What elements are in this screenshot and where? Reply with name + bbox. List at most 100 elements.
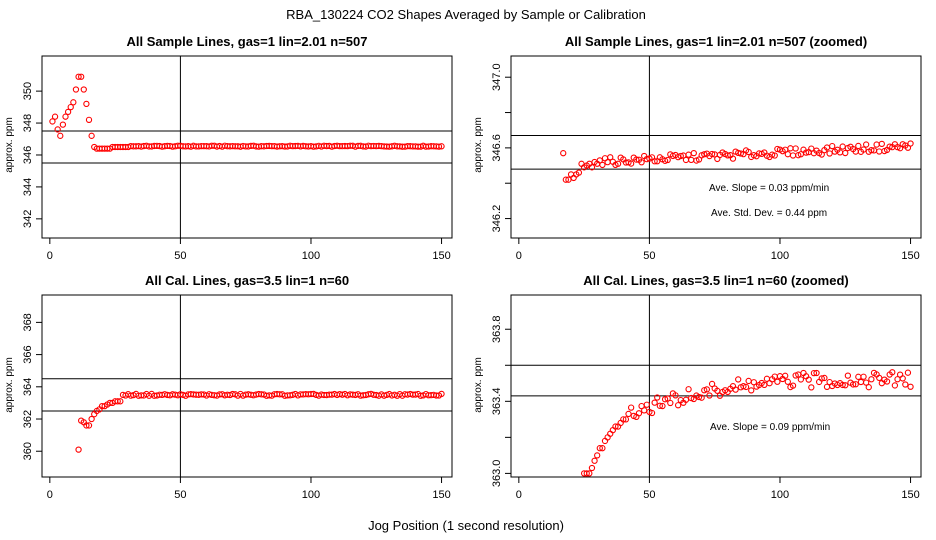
data-point	[583, 470, 590, 477]
data-point	[742, 383, 750, 391]
plot-frame	[510, 55, 922, 239]
y-tick-label: 346	[22, 146, 34, 164]
data-point	[438, 143, 445, 150]
data-point	[855, 373, 862, 380]
data-point	[842, 149, 849, 157]
data-point	[70, 99, 77, 106]
figure-xlabel: Jog Position (1 second resolution)	[368, 518, 564, 533]
data-point	[782, 372, 789, 379]
data-point	[774, 145, 781, 153]
data-point	[612, 423, 619, 430]
data-point	[797, 376, 805, 383]
data-point	[667, 399, 674, 407]
data-point	[674, 402, 682, 409]
y-axis-label: approx. ppm	[473, 357, 484, 413]
data-point	[839, 143, 846, 150]
data-point	[664, 395, 671, 402]
data-point	[643, 155, 650, 163]
x-tick-label: 150	[432, 250, 450, 262]
data-point	[902, 381, 909, 388]
panel-title: All Cal. Lines, gas=3.5 lin=1 n=60 (zoom…	[583, 273, 849, 288]
data-point	[732, 386, 739, 393]
x-tick-label: 0	[516, 250, 522, 262]
data-point	[708, 380, 716, 388]
data-point	[627, 160, 635, 167]
data-point	[72, 86, 80, 93]
data-point	[83, 100, 90, 108]
data-point	[698, 394, 705, 401]
data-point	[873, 141, 880, 148]
x-tick-label: 50	[174, 250, 186, 262]
data-point	[740, 383, 747, 390]
data-point	[863, 141, 870, 148]
data-point	[664, 156, 671, 164]
data-point	[883, 378, 891, 385]
data-point	[863, 379, 870, 386]
x-tick-label: 100	[302, 250, 320, 262]
data-point	[601, 437, 609, 445]
y-axis-label: approx. ppm	[4, 357, 15, 413]
data-point	[622, 416, 630, 423]
y-tick-label: 364	[22, 378, 34, 396]
data-point	[614, 160, 622, 167]
data-point	[594, 452, 601, 459]
data-point	[813, 369, 820, 377]
data-point	[607, 154, 614, 161]
data-point	[842, 382, 849, 389]
data-point	[695, 393, 703, 401]
x-tick-label: 50	[174, 489, 186, 501]
data-point	[789, 152, 797, 159]
data-point	[849, 381, 857, 388]
data-point	[560, 150, 567, 157]
data-point	[737, 150, 744, 157]
data-point	[745, 377, 752, 385]
data-point	[565, 176, 572, 183]
panel-cal-zoomed: All Cal. Lines, gas=3.5 lin=1 n=60 (zoom…	[473, 273, 922, 501]
data-point	[808, 145, 815, 152]
data-point	[596, 445, 603, 452]
data-point	[588, 464, 596, 472]
data-point	[818, 151, 825, 158]
x-tick-label: 0	[47, 250, 53, 262]
data-point	[80, 86, 87, 93]
y-tick-label: 346.2	[491, 205, 503, 233]
data-point	[586, 470, 593, 477]
data-point	[889, 369, 896, 376]
x-tick-label: 50	[643, 489, 655, 501]
data-point	[57, 132, 64, 139]
data-point	[868, 376, 875, 383]
data-point	[54, 126, 61, 133]
x-tick-label: 0	[516, 489, 522, 501]
data-point	[865, 384, 872, 391]
data-point	[688, 156, 695, 164]
data-point	[677, 152, 684, 160]
y-tick-label: 348	[22, 114, 34, 132]
data-point	[562, 176, 569, 183]
data-point	[62, 113, 69, 120]
data-point	[904, 369, 912, 376]
panel-title: All Sample Lines, gas=1 lin=2.01 n=507 (…	[565, 34, 867, 49]
data-point	[67, 103, 74, 111]
y-tick-label: 347.0	[491, 63, 503, 91]
panel-sample: All Sample Lines, gas=1 lin=2.01 n=507 a…	[4, 34, 453, 262]
data-point	[907, 140, 914, 147]
data-point	[575, 169, 583, 176]
data-point	[886, 143, 893, 150]
data-point	[735, 376, 742, 383]
data-point	[627, 404, 635, 411]
data-point	[852, 381, 859, 388]
data-point	[829, 142, 836, 150]
data-point	[860, 146, 867, 153]
data-point	[745, 148, 752, 156]
data-point	[88, 132, 95, 139]
data-point	[774, 378, 781, 385]
data-point	[438, 390, 445, 398]
x-tick-label: 150	[901, 489, 919, 501]
data-point	[792, 145, 799, 152]
panel-title: All Sample Lines, gas=1 lin=2.01 n=507	[127, 34, 368, 49]
data-point	[75, 73, 82, 80]
x-tick-label: 100	[771, 489, 789, 501]
y-tick-label: 363.4	[491, 388, 503, 416]
plot-frame	[41, 294, 453, 478]
